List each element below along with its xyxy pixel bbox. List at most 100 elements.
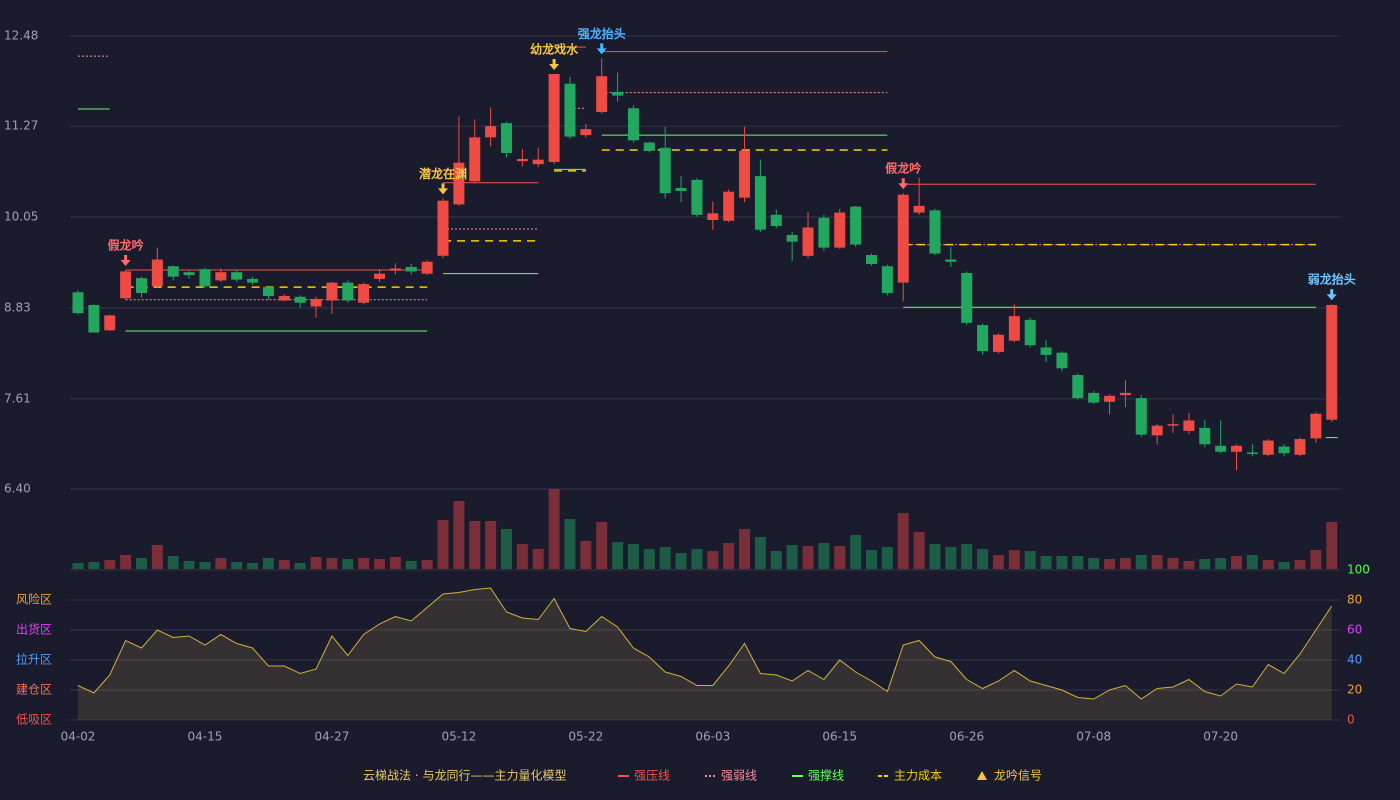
candle-body	[977, 325, 989, 352]
y-tick-label: 8.83	[4, 300, 31, 314]
x-tick-label: 05-22	[568, 730, 603, 744]
candle-body	[278, 296, 290, 301]
candle-body	[231, 272, 243, 280]
volume-bar	[1310, 550, 1322, 569]
volume-bar	[707, 551, 719, 569]
volume-bar	[754, 537, 766, 569]
volume-bar	[1056, 556, 1068, 569]
volume-bar	[818, 543, 830, 569]
volume-bar	[167, 556, 179, 569]
signal-label: 假龙吟	[885, 161, 921, 176]
candle-body	[1246, 452, 1258, 454]
candle-body	[1326, 304, 1338, 420]
volume-bar	[72, 563, 84, 569]
candle-body	[1278, 446, 1290, 454]
candle-body	[1119, 392, 1131, 396]
candle-body	[1151, 425, 1163, 436]
volume-bar	[802, 546, 814, 569]
candle-body	[770, 214, 782, 226]
x-tick-label: 07-20	[1203, 730, 1238, 744]
volume-bar	[1024, 551, 1036, 569]
candle-body	[897, 194, 909, 283]
volume-bar	[612, 542, 624, 569]
volume-bar	[469, 521, 481, 569]
volume-bar	[500, 529, 512, 569]
volume-bar	[88, 562, 100, 569]
volume-bar	[485, 521, 497, 569]
volume-bar	[850, 535, 862, 569]
candle-body	[532, 159, 544, 165]
candle-body	[151, 259, 163, 287]
volume-bar	[1326, 522, 1338, 569]
candle-body	[1072, 375, 1084, 399]
candle-body	[437, 200, 449, 256]
y-tick-label: 10.05	[4, 210, 38, 224]
candle-body	[358, 284, 370, 303]
candle-body	[881, 266, 893, 294]
volume-bar	[1183, 561, 1195, 569]
volume-bar	[374, 559, 386, 569]
indicator-tick-label: 80	[1347, 593, 1362, 607]
indicator-area	[78, 588, 1332, 720]
volume-bar	[691, 549, 703, 569]
candle-body	[564, 83, 576, 137]
volume-bar	[120, 555, 132, 569]
volume-bar	[897, 513, 909, 569]
volume-bar	[405, 561, 417, 569]
volume-bar	[1231, 556, 1243, 569]
y-tick-label: 11.27	[4, 119, 38, 133]
candle-body	[580, 129, 592, 136]
candle-body	[1088, 392, 1100, 403]
indicator-tick-label: 20	[1347, 683, 1362, 697]
candle-body	[1135, 398, 1147, 435]
candle-body	[627, 108, 639, 141]
candle-body	[405, 266, 417, 272]
candle-body	[866, 255, 877, 264]
signal-arrow	[1326, 289, 1337, 301]
volume-bar	[1040, 556, 1052, 569]
volume-bar	[913, 532, 925, 569]
candle-body	[326, 282, 338, 301]
volume-bar	[1072, 556, 1084, 569]
volume-bar	[342, 559, 354, 569]
candle-body	[548, 73, 560, 162]
candle-body	[1199, 427, 1211, 445]
candle-body	[389, 268, 401, 271]
legend-label: 强撑线	[808, 768, 844, 783]
candle-body	[850, 206, 862, 245]
candle-body	[294, 296, 306, 303]
x-tick-label: 04-27	[314, 730, 349, 744]
volume-bar	[1294, 560, 1306, 569]
candle-body	[485, 126, 497, 138]
candle-body	[802, 227, 814, 256]
candle-body	[262, 287, 274, 297]
volume-bar	[643, 549, 655, 569]
x-tick-label: 05-12	[441, 730, 476, 744]
volume-bar	[1278, 562, 1290, 569]
volume-bar	[326, 558, 338, 569]
candle-body	[707, 213, 719, 221]
candle-body	[913, 205, 925, 213]
candle-body	[612, 91, 624, 96]
candle-body	[310, 299, 322, 307]
volume-bar	[1151, 555, 1163, 569]
candle-body	[421, 261, 433, 274]
candle-body	[818, 217, 830, 248]
candle-body	[691, 179, 703, 215]
candle-body	[199, 269, 211, 287]
candle-body	[215, 272, 227, 281]
volume-bar	[389, 557, 401, 569]
legend-label: 主力成本	[894, 769, 942, 783]
candle-body	[643, 142, 655, 151]
legend-title: 云梯战法 · 与龙同行——主力量化模型	[363, 769, 566, 783]
candle-body	[992, 334, 1004, 352]
candle-body	[1310, 413, 1322, 439]
volume-bar	[294, 563, 306, 569]
volume-bar	[739, 529, 751, 569]
volume-bar	[199, 562, 211, 569]
signal-arrow	[120, 254, 131, 266]
volume-bar	[1135, 555, 1147, 569]
x-tick-label: 06-15	[822, 730, 857, 744]
candle-body	[786, 234, 798, 242]
